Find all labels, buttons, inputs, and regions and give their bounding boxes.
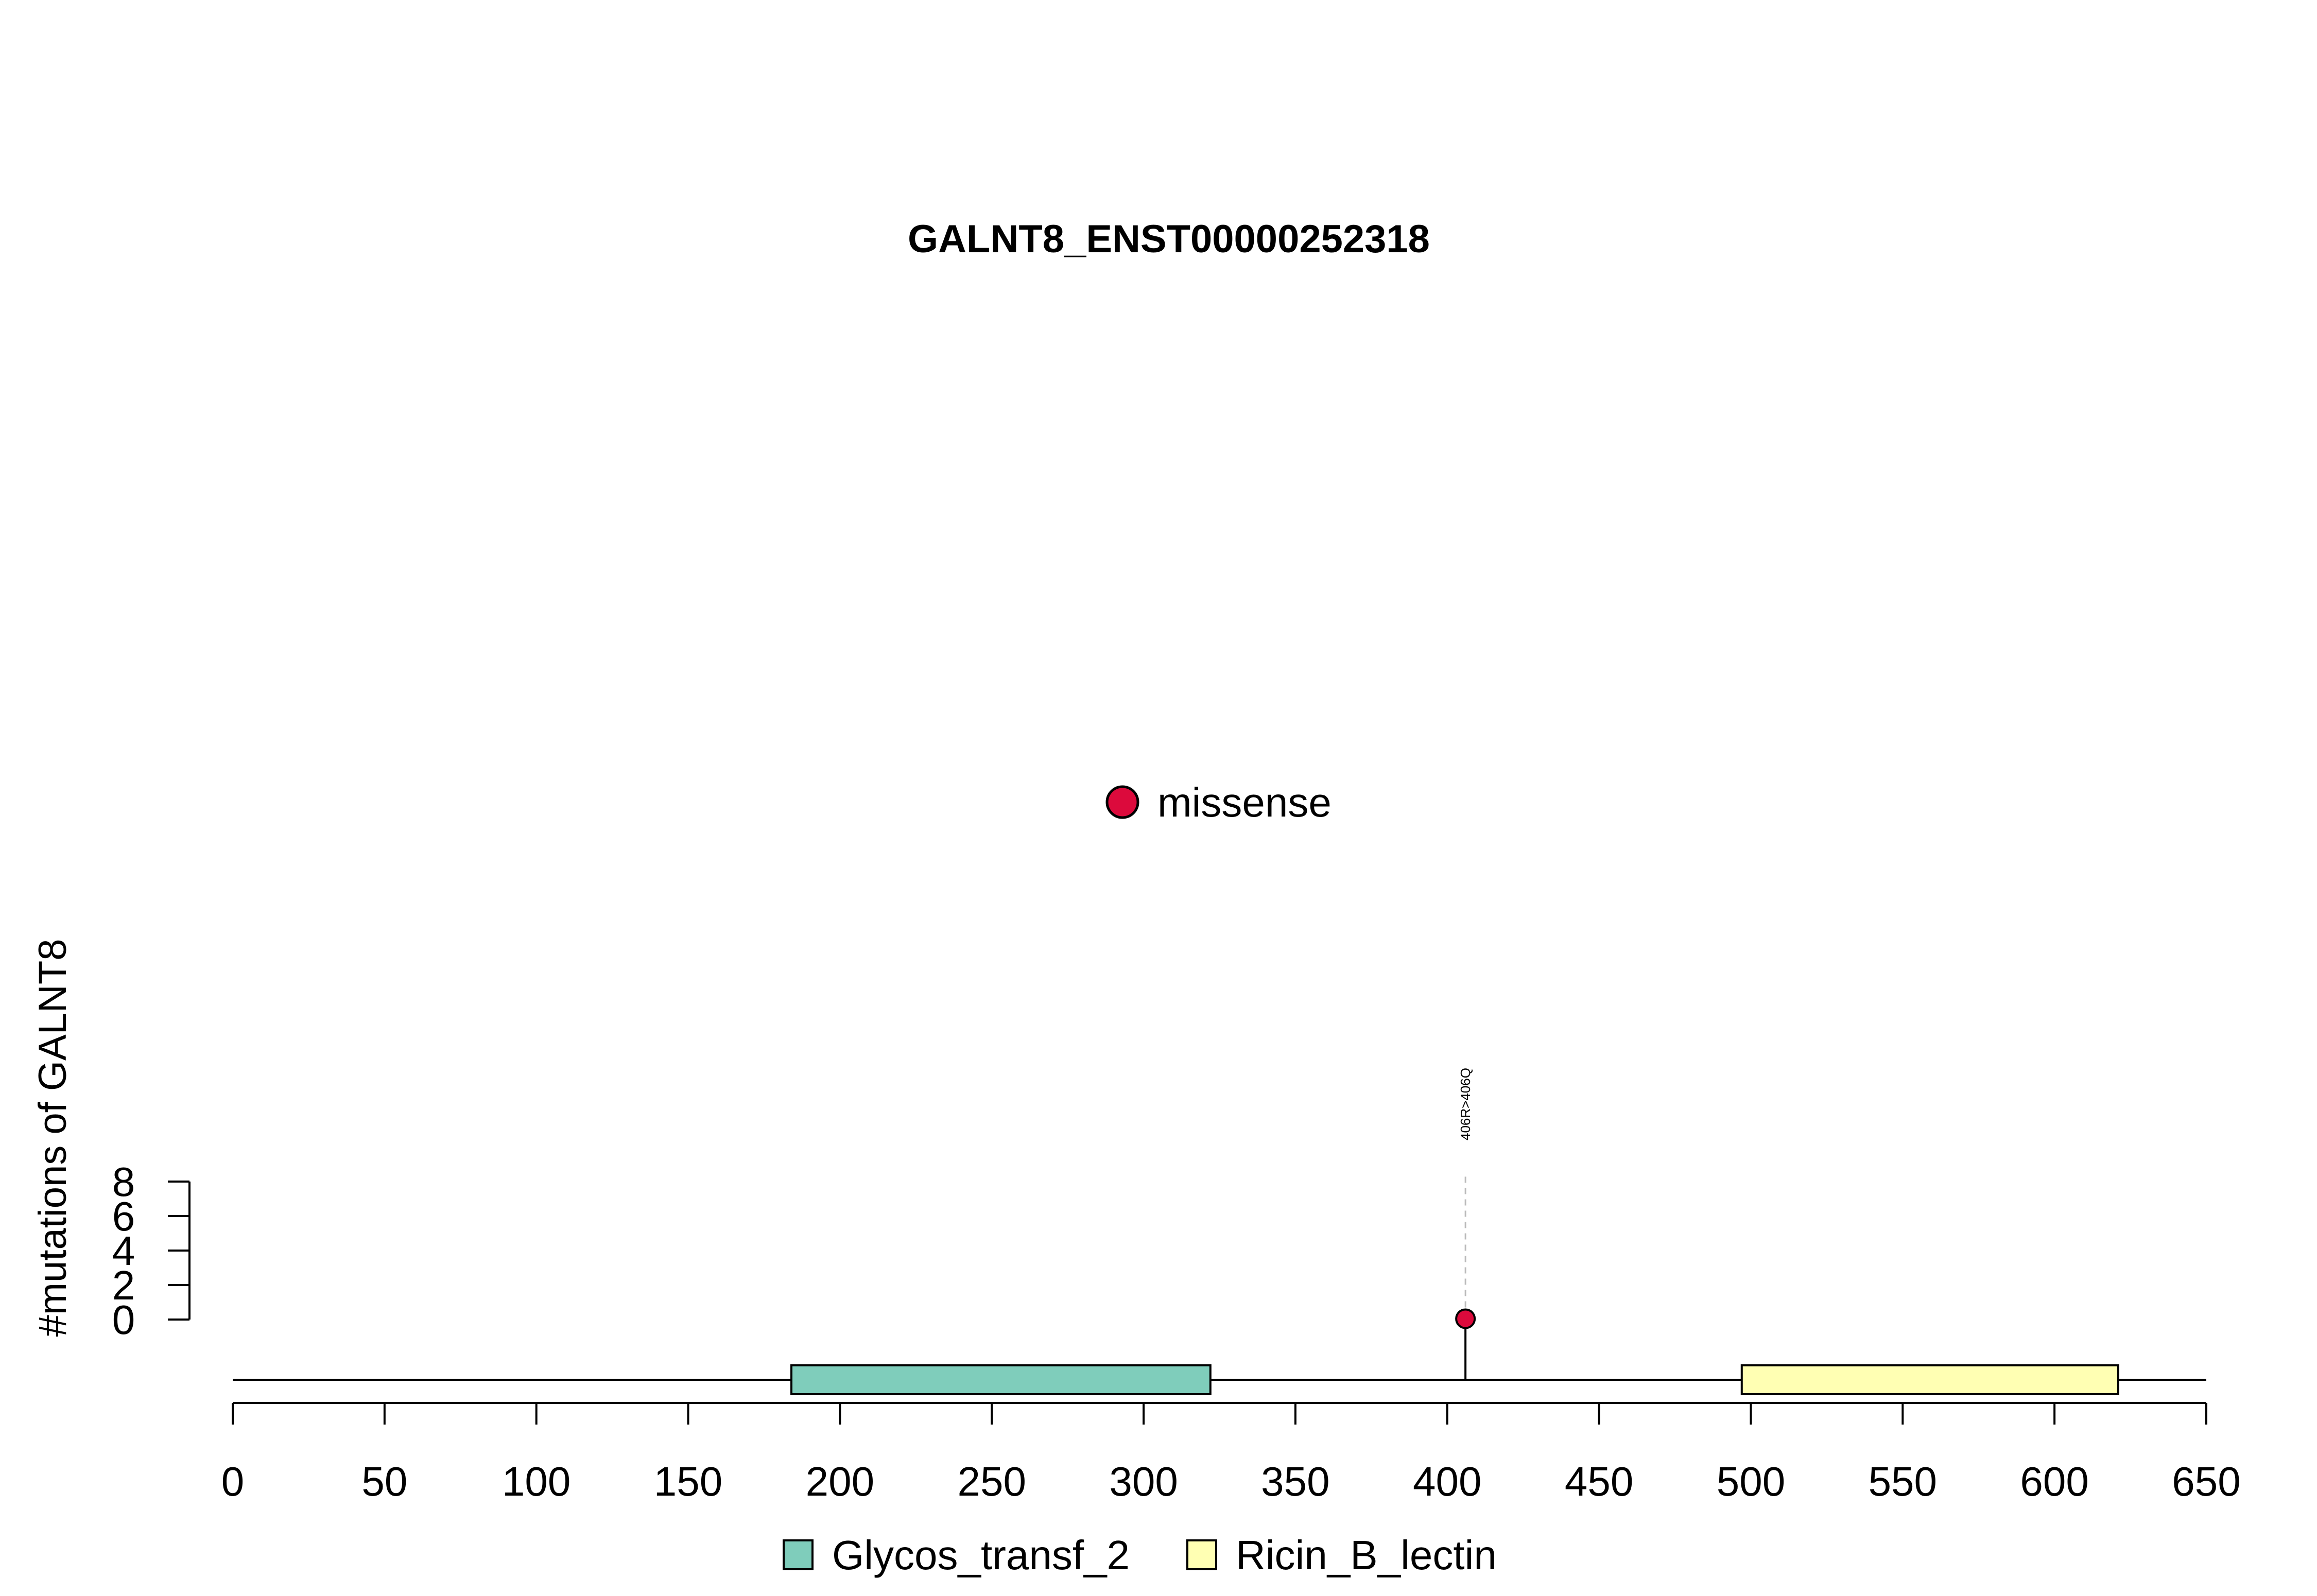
domain-legend-label-Ricin_B_lectin: Ricin_B_lectin <box>1236 1532 1497 1578</box>
x-tick-label-250: 250 <box>957 1459 1026 1504</box>
x-tick-label-500: 500 <box>1717 1459 1785 1504</box>
domain-legend-swatch-Ricin_B_lectin <box>1186 1539 1217 1570</box>
x-tick-label-600: 600 <box>2020 1459 2088 1504</box>
y-tick-label-6: 6 <box>112 1193 135 1239</box>
y-tick-label-8: 8 <box>112 1159 135 1205</box>
mutation-type-legend: missense <box>1105 779 1332 825</box>
domain-legend-swatch-Glycos_transf_2 <box>783 1539 814 1570</box>
domain-Glycos_transf_2 <box>790 1364 1212 1395</box>
domain-legend-label-Glycos_transf_2: Glycos_transf_2 <box>832 1532 1130 1578</box>
domain-layer <box>790 1364 2119 1395</box>
mutation-layer: 406R>406Q <box>1455 1068 1476 1380</box>
x-tick-label-350: 350 <box>1261 1459 1329 1504</box>
legend-marker-missense <box>1105 785 1139 819</box>
x-tick-label-450: 450 <box>1565 1459 1633 1504</box>
x-tick-label-400: 400 <box>1413 1459 1481 1504</box>
x-tick-label-0: 0 <box>221 1459 245 1504</box>
x-tick-label-550: 550 <box>1869 1459 1937 1504</box>
y-axis-label: #mutations of GALNT8 <box>31 939 75 1337</box>
x-tick-label-100: 100 <box>502 1459 570 1504</box>
x-tick-label-300: 300 <box>1109 1459 1178 1504</box>
y-tick-label-4: 4 <box>112 1228 135 1274</box>
x-tick-label-200: 200 <box>806 1459 874 1504</box>
mutation-label-406: 406R>406Q <box>1458 1068 1473 1140</box>
x-tick-label-50: 50 <box>361 1459 407 1504</box>
y-tick-label-2: 2 <box>112 1262 135 1308</box>
legend-label-missense: missense <box>1157 779 1332 825</box>
x-tick-label-650: 650 <box>2172 1459 2240 1504</box>
chart-title: GALNT8_ENST00000252318 <box>908 217 1430 261</box>
y-tick-label-0: 0 <box>112 1297 135 1343</box>
mutation-point-406 <box>1455 1308 1476 1329</box>
x-tick-label-150: 150 <box>654 1459 722 1504</box>
x-axis: 0 50 100 150 200 250 300 350 400 450 500 550 600 650 <box>221 1402 2241 1504</box>
domain-Ricin_B_lectin <box>1740 1364 2119 1395</box>
domain-legend: Glycos_transf_2 Ricin_B_lectin <box>783 1532 1497 1578</box>
